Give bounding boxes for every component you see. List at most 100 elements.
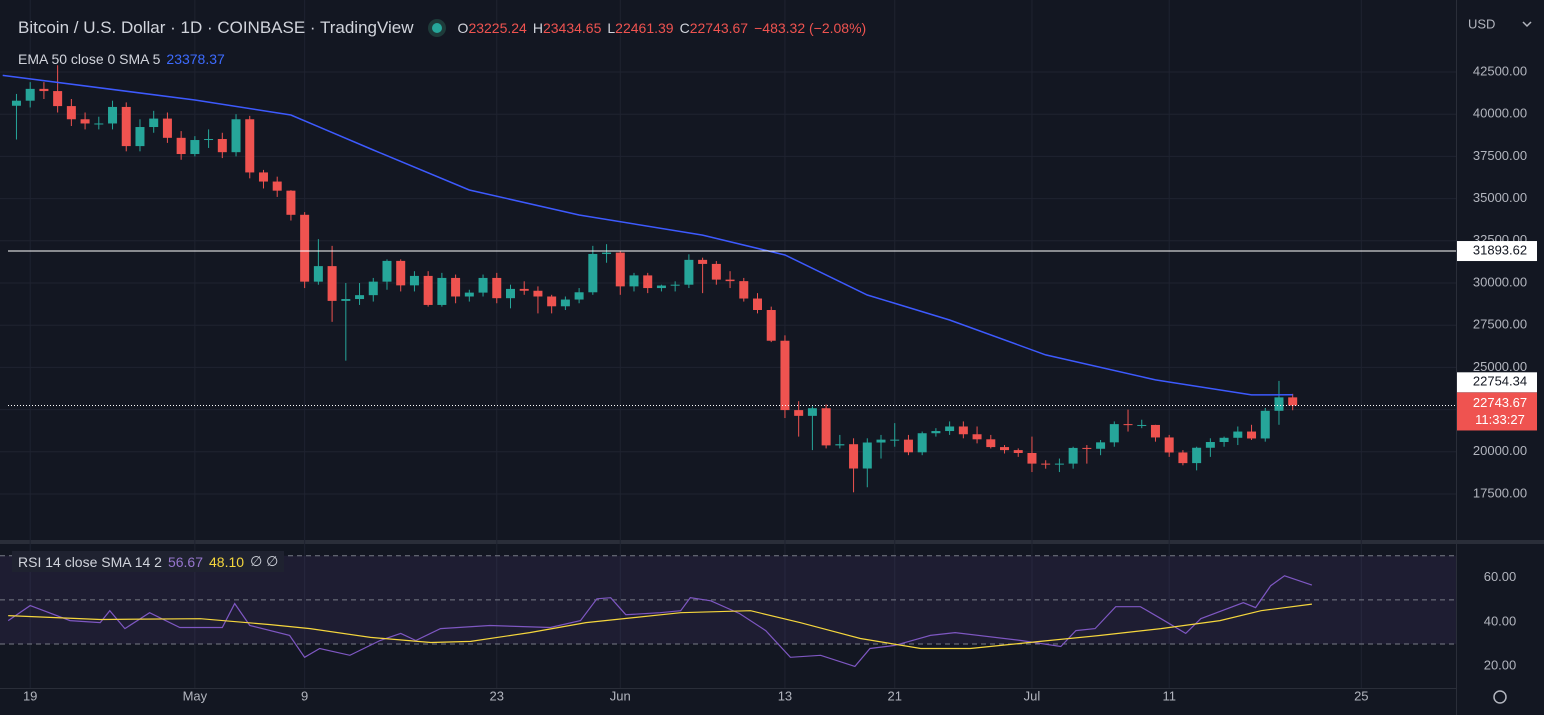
y-tick-label: 42500.00 xyxy=(1473,63,1527,78)
candle-body xyxy=(574,292,584,300)
candle-body xyxy=(39,88,49,92)
candle-body xyxy=(382,260,392,282)
candle-body xyxy=(725,279,735,282)
candle-body xyxy=(94,123,104,125)
x-tick-label: Jun xyxy=(610,688,631,703)
candle-body xyxy=(231,119,241,153)
candle-body xyxy=(1109,424,1119,443)
candle-body xyxy=(903,439,913,453)
x-tick-label: 9 xyxy=(301,688,308,703)
candle-body xyxy=(1082,447,1092,449)
candle-body xyxy=(656,285,666,289)
candle-body xyxy=(821,408,831,446)
y-tick-label: 35000.00 xyxy=(1473,190,1527,205)
candle-body xyxy=(327,266,337,301)
candle-body xyxy=(135,127,145,147)
candle-body xyxy=(108,106,118,124)
candle-body xyxy=(533,290,543,297)
candle-body xyxy=(1054,463,1064,465)
candle-body xyxy=(794,410,804,416)
candle-body xyxy=(986,439,996,448)
level-label-box xyxy=(1457,241,1537,262)
y-tick-label: 25000.00 xyxy=(1473,359,1527,374)
candle-body xyxy=(1178,452,1188,464)
candle-body xyxy=(917,433,927,453)
candle-body xyxy=(1041,463,1051,465)
y-tick-label: 37500.00 xyxy=(1473,148,1527,163)
candle-body xyxy=(423,275,433,305)
candle-body xyxy=(258,172,268,182)
ohlc-letter: H xyxy=(532,20,543,36)
candle-body xyxy=(1013,450,1023,453)
rsi-y-tick-label: 40.00 xyxy=(1484,613,1517,628)
candle-body xyxy=(1000,447,1010,451)
settings-icon[interactable] xyxy=(1493,690,1507,704)
candle-body xyxy=(547,296,557,307)
header: Bitcoin / U.S. Dollar · 1D · COINBASE · … xyxy=(18,18,866,38)
candle-body xyxy=(1150,424,1160,438)
candle-body xyxy=(368,281,378,296)
rsi-empty: ∅ ∅ xyxy=(250,553,279,569)
candle-body xyxy=(396,260,406,286)
y-tick-label: 40000.00 xyxy=(1473,106,1527,121)
candle-body xyxy=(1219,437,1229,443)
ohlc-value: 23225.24 xyxy=(468,20,527,36)
rsi-line xyxy=(8,603,1312,650)
time-axis-border xyxy=(0,688,1456,689)
axis-marker-label: 22754.34 xyxy=(1473,374,1527,389)
x-tick-label: 25 xyxy=(1354,688,1368,703)
y-tick-label: 27500.00 xyxy=(1473,317,1527,332)
candle-body xyxy=(835,444,845,446)
ohlc-value: 22461.39 xyxy=(615,20,674,36)
candle-body xyxy=(204,139,214,141)
candle-body xyxy=(25,88,35,101)
candle-body xyxy=(862,442,872,469)
candle-body xyxy=(464,292,474,297)
ema-line xyxy=(2,74,1293,396)
candle-body xyxy=(217,139,227,153)
price-change: −483.32 (−2.08%) xyxy=(754,20,867,36)
currency-dropdown[interactable] xyxy=(1522,21,1532,28)
candle-body xyxy=(80,119,90,124)
candle-body xyxy=(53,91,63,107)
candle-body xyxy=(1068,447,1078,464)
candle-body xyxy=(1096,442,1106,449)
x-tick-label: 21 xyxy=(887,688,901,703)
candle-body xyxy=(560,299,570,307)
candle-body xyxy=(1247,431,1257,439)
candle-body xyxy=(478,277,488,293)
candle-body xyxy=(615,252,625,287)
ema-name: EMA 50 close 0 SMA 5 xyxy=(18,51,161,67)
candle-body xyxy=(684,259,694,285)
candle-body xyxy=(176,137,186,155)
x-tick-label: 23 xyxy=(490,688,504,703)
candle-body xyxy=(409,275,419,286)
candle-body xyxy=(807,408,817,416)
candle-body xyxy=(121,106,131,147)
candle-body xyxy=(698,259,708,264)
candle-body xyxy=(245,119,255,173)
candle-body xyxy=(505,288,515,299)
candle-body xyxy=(149,118,159,128)
x-tick-label: May xyxy=(183,688,208,703)
candle-body xyxy=(286,190,296,215)
candle-body xyxy=(766,310,776,341)
rsi-name: RSI 14 close SMA 14 2 xyxy=(18,553,162,570)
candle-body xyxy=(931,431,941,434)
candle-body xyxy=(1205,442,1215,448)
rsi-legend: RSI 14 close SMA 14 2 56.67 48.10 ∅ ∅ xyxy=(12,551,285,572)
candle-body xyxy=(300,214,310,282)
ohlc-letter: O xyxy=(457,20,469,36)
symbol-title: Bitcoin / U.S. Dollar · 1D · COINBASE · … xyxy=(18,18,414,37)
candle-body xyxy=(66,106,76,120)
ohlc-value: 22743.67 xyxy=(689,20,749,36)
current-price-label: 22743.67 xyxy=(1473,395,1527,410)
y-tick-label: 30000.00 xyxy=(1473,274,1527,289)
currency-label: USD xyxy=(1468,16,1495,31)
candle-body xyxy=(190,140,200,155)
candle-body xyxy=(945,426,955,432)
x-tick-label: 13 xyxy=(778,688,792,703)
candle-body xyxy=(313,266,323,282)
